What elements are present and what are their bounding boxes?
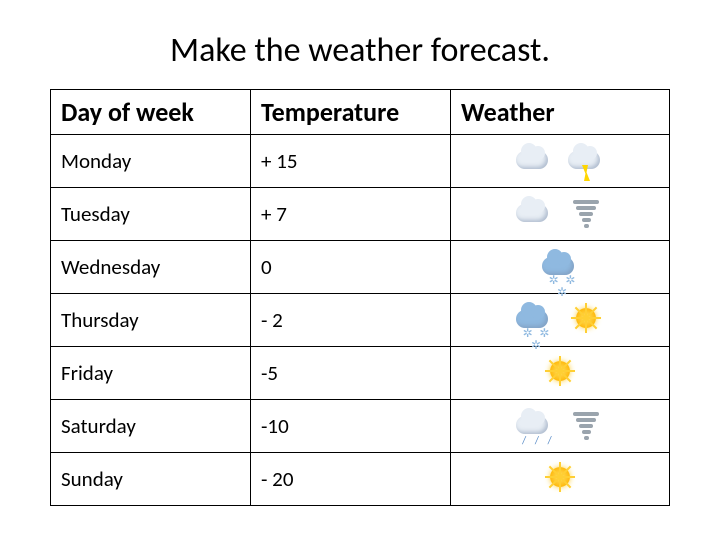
table-header-row: Day of week Temperature Weather <box>51 90 670 135</box>
col-temperature: Temperature <box>251 90 451 135</box>
cell-day: Thursday <box>51 294 251 347</box>
cell-weather: ✲ ✲ ✲ <box>451 294 670 347</box>
table-row: Thursday- 2 ✲ ✲ ✲ <box>51 294 670 347</box>
cell-day: Sunday <box>51 453 251 506</box>
cell-weather <box>451 188 670 241</box>
cell-day: Tuesday <box>51 188 251 241</box>
page-title: Make the weather forecast. <box>50 30 670 71</box>
weather-icons <box>461 459 659 499</box>
cell-day: Monday <box>51 135 251 188</box>
sun-icon <box>538 459 582 499</box>
col-weather: Weather <box>451 90 670 135</box>
cell-day: Saturday <box>51 400 251 453</box>
weather-icons: ✲ ✲ ✲ <box>461 300 659 340</box>
table-row: Sunday- 20 <box>51 453 670 506</box>
cloud-icon <box>512 194 556 234</box>
cell-weather: ✲ ✲ ✲ <box>451 241 670 294</box>
table-row: Tuesday+ 7 <box>51 188 670 241</box>
sun-icon <box>564 300 608 340</box>
col-day: Day of week <box>51 90 251 135</box>
weather-icons: / / / <box>461 406 659 446</box>
table-row: Saturday-10 / / / <box>51 400 670 453</box>
cell-temperature: + 7 <box>251 188 451 241</box>
snow-cloud-icon: ✲ ✲ ✲ <box>538 247 582 287</box>
table-row: Monday+ 15 <box>51 135 670 188</box>
cell-weather: / / / <box>451 400 670 453</box>
table-row: Wednesday0 ✲ ✲ ✲ <box>51 241 670 294</box>
cell-day: Wednesday <box>51 241 251 294</box>
cell-weather <box>451 135 670 188</box>
cell-weather <box>451 453 670 506</box>
sun-icon <box>538 353 582 393</box>
cell-weather <box>451 347 670 400</box>
table-row: Friday-5 <box>51 347 670 400</box>
weather-icons: ✲ ✲ ✲ <box>461 247 659 287</box>
rain-cloud-icon: / / / <box>512 406 556 446</box>
weather-icons <box>461 194 659 234</box>
cell-temperature: + 15 <box>251 135 451 188</box>
snow-cloud-icon: ✲ ✲ ✲ <box>512 300 556 340</box>
cell-temperature: -5 <box>251 347 451 400</box>
cell-temperature: 0 <box>251 241 451 294</box>
tornado-icon <box>564 194 608 234</box>
tornado-icon <box>564 406 608 446</box>
cell-temperature: - 2 <box>251 294 451 347</box>
weather-icons <box>461 141 659 181</box>
forecast-table: Day of week Temperature Weather Monday+ … <box>50 89 670 506</box>
cell-temperature: - 20 <box>251 453 451 506</box>
cell-temperature: -10 <box>251 400 451 453</box>
cloud-icon <box>512 141 556 181</box>
weather-icons <box>461 353 659 393</box>
thunderstorm-icon <box>564 141 608 181</box>
cell-day: Friday <box>51 347 251 400</box>
